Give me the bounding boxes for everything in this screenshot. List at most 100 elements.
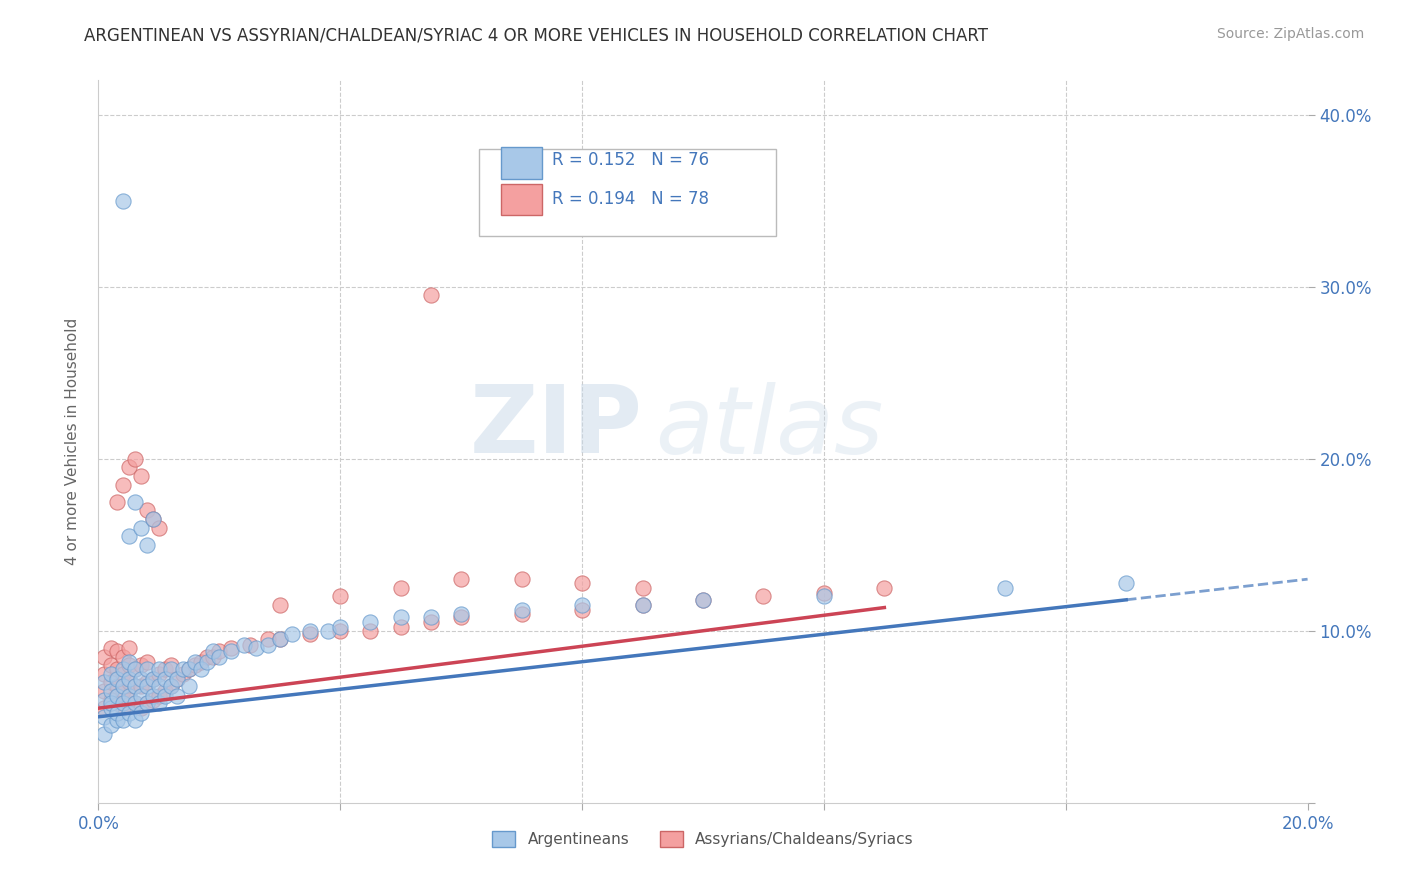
Point	[190, 655, 212, 669]
Point	[111, 649, 134, 664]
Point	[389, 620, 412, 634]
Point	[166, 672, 188, 686]
Point	[124, 662, 146, 676]
Point	[329, 624, 352, 638]
Point	[172, 666, 194, 681]
FancyBboxPatch shape	[479, 149, 776, 235]
Point	[100, 675, 122, 690]
Point	[245, 640, 267, 655]
Point	[129, 679, 152, 693]
Point	[142, 692, 165, 706]
Point	[118, 672, 141, 686]
Point	[100, 684, 122, 698]
Point	[153, 684, 176, 698]
Point	[129, 672, 152, 686]
Point	[450, 572, 472, 586]
Point	[111, 662, 134, 676]
Point	[269, 632, 291, 647]
Point	[135, 655, 157, 669]
Point	[184, 658, 207, 673]
Point	[160, 679, 183, 693]
Point	[166, 672, 188, 686]
Point	[93, 701, 115, 715]
Point	[142, 689, 165, 703]
Point	[111, 679, 134, 693]
Point	[269, 598, 291, 612]
Point	[329, 620, 352, 634]
Point	[202, 644, 225, 658]
Point	[239, 638, 262, 652]
Point	[631, 581, 654, 595]
Point	[124, 451, 146, 466]
Point	[510, 572, 533, 586]
Point	[752, 590, 775, 604]
Legend: Argentineans, Assyrians/Chaldeans/Syriacs: Argentineans, Assyrians/Chaldeans/Syriac…	[486, 825, 920, 853]
Point	[124, 679, 146, 693]
Point	[93, 684, 115, 698]
Point	[813, 586, 835, 600]
Point	[111, 696, 134, 710]
Point	[153, 662, 176, 676]
Point	[100, 666, 122, 681]
Point	[135, 696, 157, 710]
Point	[1115, 575, 1137, 590]
Point	[160, 658, 183, 673]
Point	[135, 675, 157, 690]
Point	[111, 666, 134, 681]
Point	[111, 701, 134, 715]
Point	[631, 598, 654, 612]
Point	[148, 520, 170, 534]
Point	[142, 512, 165, 526]
Point	[118, 460, 141, 475]
Point	[232, 638, 254, 652]
Point	[329, 590, 352, 604]
Point	[148, 689, 170, 703]
Point	[420, 288, 443, 302]
Point	[571, 603, 593, 617]
Point	[389, 610, 412, 624]
Point	[118, 675, 141, 690]
Point	[118, 658, 141, 673]
Point	[135, 662, 157, 676]
Y-axis label: 4 or more Vehicles in Household: 4 or more Vehicles in Household	[65, 318, 80, 566]
Point	[571, 575, 593, 590]
Point	[360, 624, 382, 638]
Point	[148, 696, 170, 710]
Text: R = 0.152   N = 76: R = 0.152 N = 76	[551, 151, 709, 169]
Point	[510, 607, 533, 621]
Point	[105, 494, 128, 508]
Point	[208, 649, 231, 664]
Point	[118, 692, 141, 706]
Point	[135, 696, 157, 710]
Point	[813, 590, 835, 604]
Point	[692, 592, 714, 607]
Text: ARGENTINEAN VS ASSYRIAN/CHALDEAN/SYRIAC 4 OR MORE VEHICLES IN HOUSEHOLD CORRELAT: ARGENTINEAN VS ASSYRIAN/CHALDEAN/SYRIAC …	[84, 27, 988, 45]
Point	[129, 658, 152, 673]
Point	[105, 672, 128, 686]
Point	[179, 662, 201, 676]
Point	[994, 581, 1017, 595]
Point	[118, 689, 141, 703]
Point	[202, 649, 225, 664]
Point	[129, 701, 152, 715]
Point	[153, 689, 176, 703]
Point	[142, 672, 165, 686]
Point	[124, 696, 146, 710]
Point	[299, 624, 322, 638]
Point	[179, 662, 201, 676]
Point	[160, 662, 183, 676]
Point	[135, 503, 157, 517]
Point	[100, 640, 122, 655]
Point	[148, 662, 170, 676]
Point	[571, 598, 593, 612]
Point	[195, 649, 218, 664]
Point	[692, 592, 714, 607]
Point	[118, 655, 141, 669]
Point	[190, 662, 212, 676]
Point	[105, 679, 128, 693]
Point	[93, 692, 115, 706]
Point	[129, 469, 152, 483]
Point	[179, 679, 201, 693]
Point	[172, 662, 194, 676]
Point	[111, 477, 134, 491]
